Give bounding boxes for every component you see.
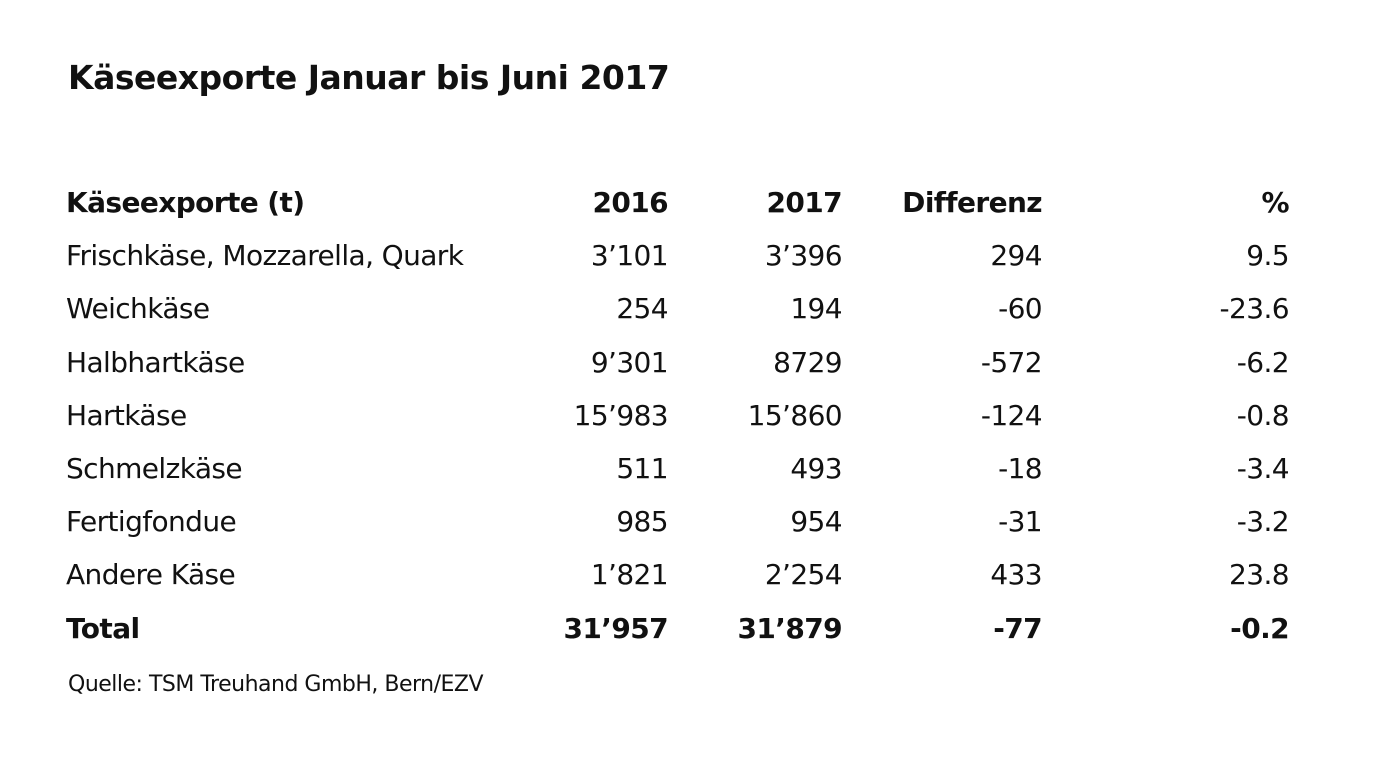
value-difference: -124 <box>980 398 1043 432</box>
value-2016: 1’821 <box>590 558 669 592</box>
value-difference: -60 <box>998 292 1043 326</box>
row-label: Halbhartkäse <box>66 345 245 379</box>
value-difference: 433 <box>990 558 1042 592</box>
total-label: Total <box>66 611 140 645</box>
value-2017: 3’396 <box>764 239 843 273</box>
table-row: Weichkäse 254 194 -60 -23.6 <box>66 282 1290 335</box>
value-2016: 3’101 <box>590 239 669 273</box>
value-percent: 9.5 <box>1246 239 1289 273</box>
value-percent: -3.4 <box>1236 452 1290 486</box>
value-2016: 985 <box>616 505 668 539</box>
source-note: Quelle: TSM Treuhand GmbH, Bern/EZV <box>68 672 484 697</box>
table-row: Schmelzkäse 511 493 -18 -3.4 <box>66 442 1290 495</box>
row-label: Andere Käse <box>66 558 236 592</box>
value-2017: 493 <box>790 452 842 486</box>
header-2016: 2016 <box>592 186 668 220</box>
value-percent: -3.2 <box>1236 505 1290 539</box>
cropped-previous-text-line <box>0 0 1400 4</box>
table-row: Fertigfondue 985 954 -31 -3.2 <box>66 495 1290 548</box>
value-2017: 8729 <box>773 345 842 379</box>
row-label: Frischkäse, Mozzarella, Quark <box>66 239 464 273</box>
value-2016: 15’983 <box>573 398 669 432</box>
value-difference: -572 <box>980 345 1043 379</box>
value-difference: -31 <box>998 505 1043 539</box>
total-difference: -77 <box>993 611 1042 645</box>
value-2017: 2’254 <box>764 558 843 592</box>
cheese-exports-table: Käseexporte (t) 2016 2017 Differenz % Fr… <box>66 176 1290 655</box>
row-label: Weichkäse <box>66 292 210 326</box>
row-label: Fertigfondue <box>66 505 237 539</box>
value-2016: 254 <box>616 292 668 326</box>
row-label: Schmelzkäse <box>66 452 243 486</box>
value-percent: 23.8 <box>1229 558 1290 592</box>
total-percent: -0.2 <box>1230 611 1289 645</box>
row-label: Hartkäse <box>66 398 187 432</box>
value-2017: 15’860 <box>747 398 843 432</box>
value-2017: 194 <box>790 292 842 326</box>
value-percent: -23.6 <box>1219 292 1290 326</box>
figure-title: Käseexporte Januar bis Juni 2017 <box>68 58 670 97</box>
table-total-row: Total 31’957 31’879 -77 -0.2 <box>66 602 1290 655</box>
value-difference: 294 <box>990 239 1042 273</box>
total-2017: 31’879 <box>737 611 843 645</box>
table-header-row: Käseexporte (t) 2016 2017 Differenz % <box>66 176 1290 229</box>
total-2016: 31’957 <box>563 611 669 645</box>
value-difference: -18 <box>998 452 1043 486</box>
table-row: Hartkäse 15’983 15’860 -124 -0.8 <box>66 389 1290 442</box>
header-category: Käseexporte (t) <box>66 186 305 220</box>
value-percent: -6.2 <box>1236 345 1290 379</box>
table-row: Frischkäse, Mozzarella, Quark 3’101 3’39… <box>66 229 1290 282</box>
table-row: Halbhartkäse 9’301 8729 -572 -6.2 <box>66 336 1290 389</box>
header-percent: % <box>1261 186 1290 220</box>
value-2017: 954 <box>790 505 842 539</box>
value-percent: -0.8 <box>1236 398 1290 432</box>
header-2017: 2017 <box>766 186 842 220</box>
value-2016: 9’301 <box>590 345 669 379</box>
header-difference: Differenz <box>902 186 1042 220</box>
table-row: Andere Käse 1’821 2’254 433 23.8 <box>66 548 1290 601</box>
value-2016: 511 <box>616 452 668 486</box>
